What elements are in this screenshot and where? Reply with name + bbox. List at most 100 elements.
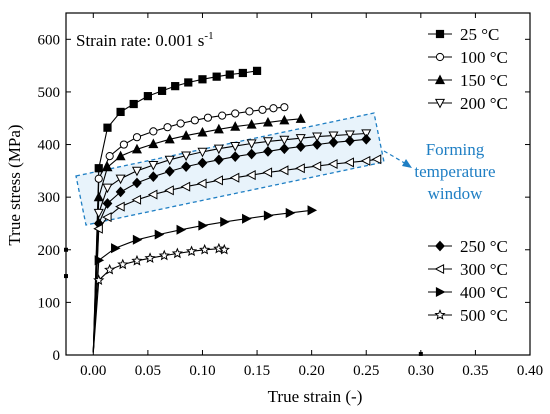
series-point — [129, 99, 138, 109]
series-point — [131, 166, 142, 177]
series-point — [263, 210, 274, 221]
strain-rate-exponent: -1 — [204, 30, 213, 42]
series-point — [371, 154, 382, 165]
series-point — [102, 161, 113, 172]
legend-marker — [435, 29, 445, 39]
series-point — [102, 212, 112, 223]
series-point — [181, 161, 191, 172]
series-point — [94, 174, 103, 183]
y-tick-label: 600 — [38, 32, 61, 48]
series-point — [246, 170, 256, 181]
series-point — [262, 116, 274, 127]
series-line — [92, 106, 285, 353]
series-point — [262, 137, 274, 147]
series-point — [229, 172, 240, 183]
series-point — [93, 191, 104, 202]
series-5 — [92, 154, 382, 353]
strain-rate-annotation: Strain rate: 0.001 s-1 — [76, 30, 214, 50]
series-point — [199, 243, 211, 255]
series-point — [163, 123, 172, 132]
series-point — [213, 144, 224, 155]
series-point — [171, 82, 180, 91]
series-point — [203, 113, 213, 122]
legend-label: 200 °C — [460, 94, 508, 113]
series-point — [245, 107, 254, 116]
series-point — [185, 245, 198, 257]
series-point — [344, 157, 354, 168]
series-point — [213, 154, 224, 166]
series-point — [94, 255, 105, 266]
y-axis-title: True stress (MPa) — [5, 124, 24, 245]
series-2 — [92, 113, 306, 353]
series-point — [213, 123, 224, 134]
axes-frame-layer — [65, 12, 531, 356]
forming-window-label-line: temperature — [414, 162, 495, 181]
x-tick-label: 0.00 — [80, 363, 106, 379]
series-point — [328, 131, 339, 142]
x-tick-label: 0.25 — [353, 363, 379, 379]
series-point — [238, 68, 247, 78]
legend-label: 100 °C — [460, 48, 508, 67]
legend-marker — [435, 52, 445, 62]
series-0 — [92, 66, 262, 353]
series-point — [344, 135, 355, 147]
series-point — [148, 171, 159, 182]
legend-marker — [435, 286, 446, 298]
series-point — [213, 242, 225, 254]
series-point — [184, 78, 193, 87]
series-point — [361, 129, 372, 139]
legend-label: 25 °C — [460, 25, 499, 44]
series-point — [220, 216, 230, 227]
series-point — [158, 249, 170, 261]
series-point — [328, 137, 339, 148]
series-point — [115, 186, 126, 198]
series-point — [225, 70, 234, 79]
series-point — [218, 243, 230, 255]
series-point — [149, 127, 158, 136]
series-point — [285, 207, 296, 218]
legend-label: 500 °C — [460, 306, 508, 325]
series-point — [246, 119, 257, 129]
series-point — [295, 141, 306, 152]
series-point — [154, 229, 165, 240]
series-point — [115, 174, 126, 185]
series-point — [198, 75, 207, 84]
series-point — [312, 139, 322, 150]
series-point — [197, 157, 208, 169]
series-point — [242, 213, 252, 224]
series-point — [328, 158, 338, 170]
series-1 — [92, 103, 289, 353]
series-point — [295, 113, 306, 123]
series-point — [164, 166, 175, 177]
series-3 — [92, 129, 372, 353]
series-6 — [92, 205, 318, 353]
series-point — [116, 107, 125, 117]
legend-marker — [434, 309, 446, 320]
series-point — [218, 111, 227, 120]
y-tick-label: 0 — [53, 348, 61, 364]
x-tick-label: 0.15 — [244, 363, 270, 379]
y-tick-label: 400 — [38, 138, 61, 154]
forming-window-arrowhead — [402, 159, 412, 168]
series-point — [269, 104, 278, 113]
series-point — [246, 139, 257, 149]
series-point — [132, 234, 143, 245]
series-point — [176, 224, 187, 235]
series-point — [307, 205, 318, 216]
series-point — [361, 133, 372, 145]
series-point — [117, 258, 129, 270]
series-point — [198, 220, 208, 231]
series-layer — [64, 66, 423, 356]
legend-label: 400 °C — [460, 283, 508, 302]
series-point — [295, 163, 305, 174]
series-point — [279, 135, 290, 146]
series-point — [131, 143, 142, 154]
series-point — [147, 189, 158, 200]
series-point — [279, 143, 290, 155]
series-point — [164, 155, 175, 166]
series-point — [246, 148, 257, 160]
y-tick-label: 300 — [38, 190, 61, 206]
series-point — [230, 121, 241, 131]
legend-layer: 25 °C 100 °C 150 °C 200 °C 250 °C 300 °C 400 °… — [428, 25, 508, 325]
